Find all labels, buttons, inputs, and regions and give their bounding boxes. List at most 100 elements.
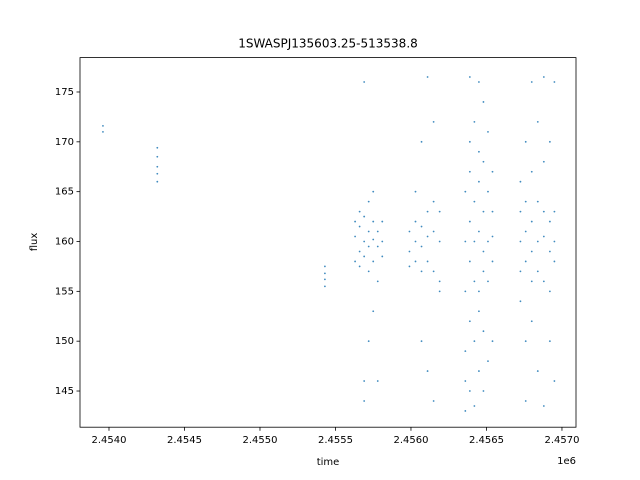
point: [468, 76, 471, 78]
point: [438, 240, 441, 243]
point: [482, 270, 485, 273]
point: [414, 220, 417, 223]
point: [491, 170, 494, 173]
point: [363, 255, 366, 258]
point: [553, 260, 556, 263]
point: [524, 140, 527, 143]
point: [524, 230, 527, 233]
point: [363, 400, 366, 402]
point: [530, 81, 533, 83]
point: [372, 260, 375, 263]
point: [408, 250, 411, 253]
point: [553, 380, 556, 382]
point: [432, 400, 435, 402]
point: [536, 120, 539, 123]
point: [420, 140, 423, 143]
point: [524, 260, 527, 263]
y-tick-label: 175: [55, 87, 74, 98]
point: [542, 76, 545, 78]
point: [354, 220, 357, 223]
point: [464, 410, 467, 412]
x-tick-label: 2.4545: [167, 435, 202, 446]
point: [438, 280, 441, 283]
point: [542, 235, 545, 238]
point: [482, 250, 485, 253]
x-tick-label: 2.4560: [393, 435, 428, 446]
point: [487, 190, 489, 193]
point: [530, 220, 533, 223]
point: [487, 360, 489, 363]
point: [468, 320, 471, 323]
point: [376, 245, 379, 248]
point: [381, 220, 384, 223]
point: [367, 270, 370, 273]
point: [464, 240, 467, 243]
point: [426, 260, 429, 263]
point: [372, 220, 375, 223]
point: [376, 380, 379, 382]
point: [553, 81, 556, 83]
point: [367, 230, 370, 233]
point: [420, 225, 423, 228]
point: [478, 180, 480, 183]
point: [156, 180, 159, 183]
point: [156, 146, 159, 149]
point: [548, 250, 551, 253]
point: [478, 150, 480, 153]
point: [363, 380, 366, 382]
point: [468, 260, 471, 263]
point: [478, 81, 480, 83]
point: [473, 280, 476, 283]
point: [324, 272, 326, 275]
point: [324, 265, 326, 268]
point: [473, 405, 476, 407]
point: [482, 330, 485, 333]
point: [487, 130, 489, 133]
point: [519, 180, 522, 183]
x-axis-label: time: [317, 457, 340, 468]
x-offset-label: 1e6: [557, 456, 576, 467]
x-tick-label: 2.4540: [91, 435, 126, 446]
point: [414, 260, 417, 263]
point: [530, 250, 533, 253]
y-tick-label: 170: [55, 137, 74, 148]
plot-frame: [79, 57, 577, 428]
point: [372, 310, 375, 313]
point: [530, 280, 533, 283]
point: [491, 210, 494, 213]
point: [478, 230, 480, 233]
y-axis-label: flux: [29, 233, 40, 252]
x-tick-label: 2.4550: [242, 435, 277, 446]
point: [324, 285, 326, 288]
point: [524, 400, 527, 402]
point: [487, 240, 489, 243]
point: [464, 350, 467, 353]
point: [553, 240, 556, 243]
point: [519, 240, 522, 243]
chart-title: 1SWASPJ135603.25-513538.8: [238, 37, 418, 51]
point: [536, 240, 539, 243]
point: [464, 190, 467, 193]
point: [468, 140, 471, 143]
point: [491, 340, 494, 343]
point: [478, 310, 480, 313]
point: [536, 200, 539, 203]
point: [468, 390, 471, 392]
point: [363, 240, 366, 243]
point: [354, 260, 357, 263]
point: [519, 300, 522, 303]
point: [542, 280, 545, 283]
point: [438, 210, 441, 213]
x-tick-label: 2.4565: [469, 435, 504, 446]
y-tick-label: 155: [55, 286, 74, 297]
point: [426, 76, 429, 78]
point: [482, 210, 485, 213]
point: [478, 290, 480, 293]
point: [548, 220, 551, 223]
point: [491, 260, 494, 263]
point: [548, 290, 551, 293]
y-tick-label: 150: [55, 336, 74, 347]
point: [324, 278, 326, 281]
